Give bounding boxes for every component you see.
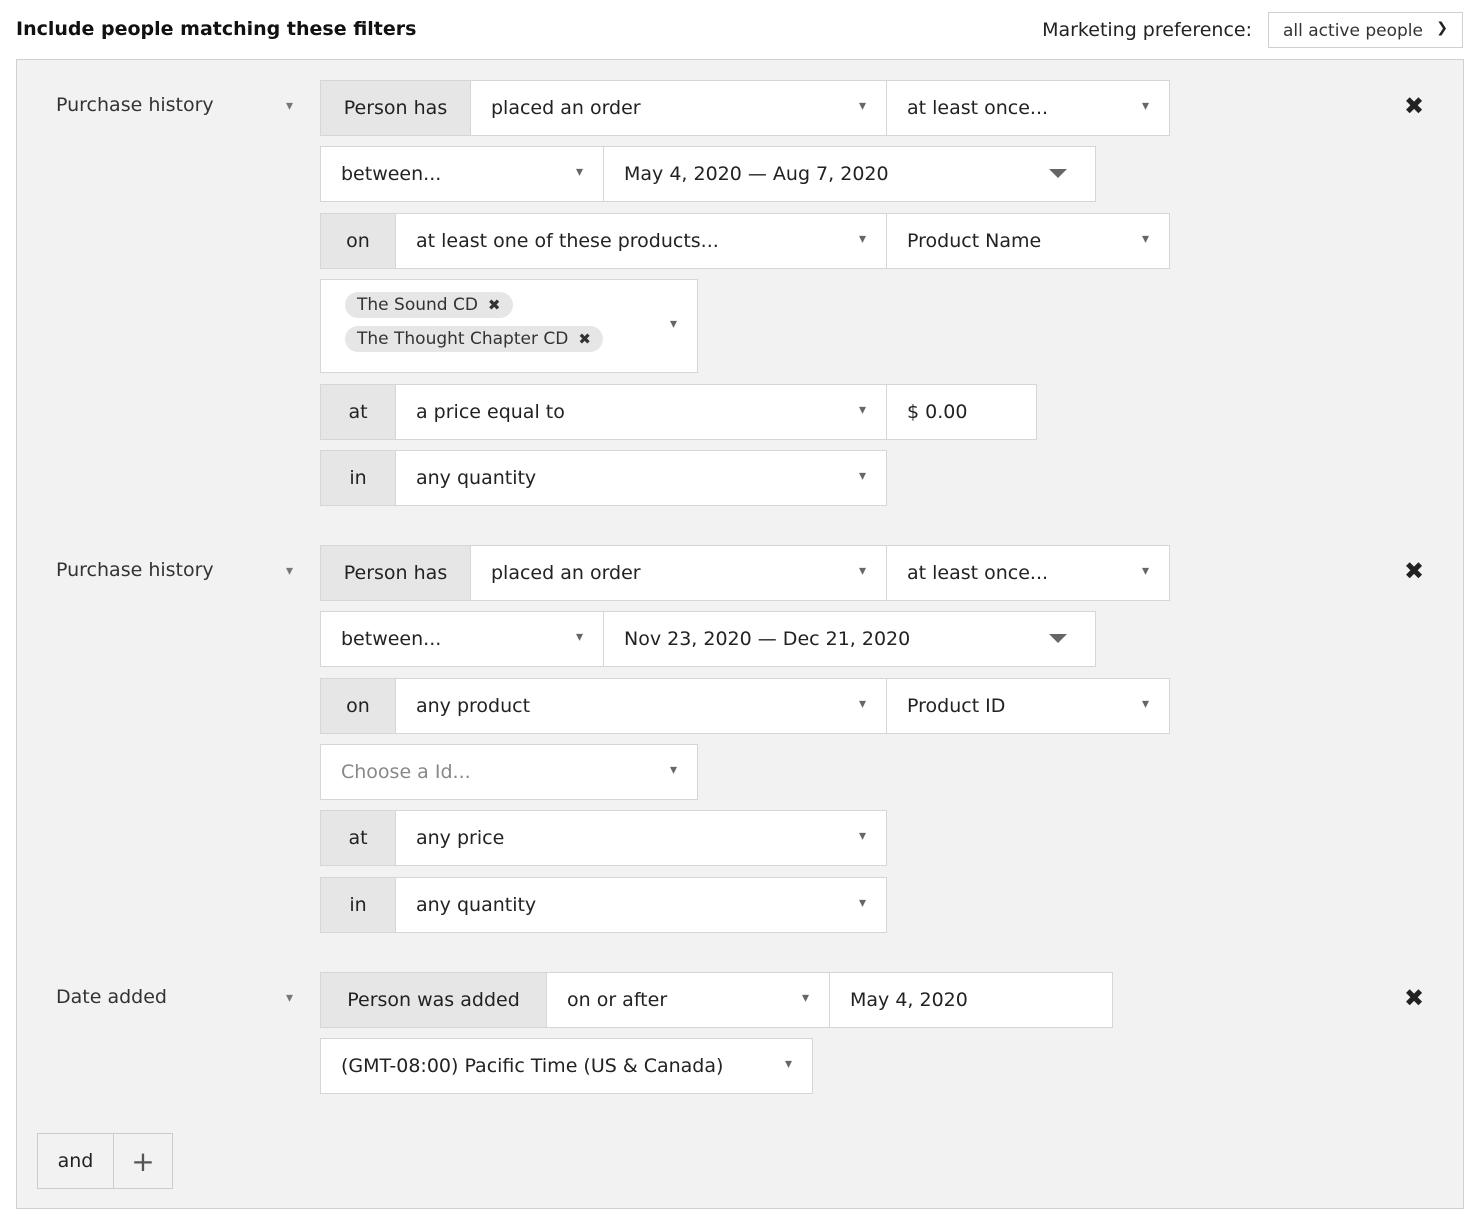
product-field-select[interactable]: Product Name ▾ (886, 213, 1170, 269)
close-icon[interactable]: ✖ (1404, 92, 1425, 120)
chevron-down-icon: ▾ (801, 990, 809, 1006)
chevron-down-icon: ▾ (784, 1056, 792, 1072)
chevron-down-icon: ▾ (858, 696, 866, 712)
action-select[interactable]: placed an order ▾ (470, 80, 887, 136)
product-id-select[interactable]: Choose a Id... ▾ (320, 744, 698, 800)
chevron-down-icon[interactable]: ▾ (286, 98, 294, 114)
price-condition-value: a price equal to (416, 401, 565, 423)
chevron-down-icon: ▾ (575, 629, 583, 645)
timezone-select[interactable]: (GMT-08:00) Pacific Time (US & Canada) ▾ (320, 1038, 813, 1094)
chevron-down-icon: ▾ (858, 895, 866, 911)
marketing-preference-label: Marketing preference: (1042, 19, 1252, 41)
tag-label: The Sound CD (357, 295, 478, 315)
frequency-value: at least once... (907, 97, 1049, 119)
chevron-down-icon: ▾ (858, 468, 866, 484)
chevron-down-icon: ▾ (1141, 98, 1149, 114)
action-value: placed an order (491, 562, 641, 584)
chevron-down-icon: ▾ (669, 316, 677, 332)
timezone-value: (GMT-08:00) Pacific Time (US & Canada) (341, 1055, 724, 1077)
caret-down-icon (1049, 169, 1067, 178)
product-match-value: at least one of these products... (416, 230, 719, 252)
price-condition-select[interactable]: any price ▾ (395, 810, 887, 866)
range-select[interactable]: between... ▾ (320, 146, 604, 202)
date-range-value: Nov 23, 2020 — Dec 21, 2020 (624, 628, 911, 650)
row-prefix: Person has (320, 80, 471, 136)
and-add-control: and + (37, 1133, 173, 1189)
range-select[interactable]: between... ▾ (320, 611, 604, 667)
chevron-down-icon: ▾ (858, 563, 866, 579)
marketing-preference-value: all active people (1283, 21, 1423, 41)
add-filter-button[interactable]: + (131, 1144, 155, 1178)
and-button[interactable]: and (38, 1134, 114, 1188)
chevron-down-icon: ▾ (858, 98, 866, 114)
product-match-select[interactable]: any product ▾ (395, 678, 887, 734)
range-value: between... (341, 628, 442, 650)
range-value: between... (341, 163, 442, 185)
product-id-placeholder: Choose a Id... (341, 761, 471, 783)
filter-type-label[interactable]: Purchase history (56, 559, 214, 581)
frequency-select[interactable]: at least once... ▾ (886, 80, 1170, 136)
product-field-select[interactable]: Product ID ▾ (886, 678, 1170, 734)
row-prefix: at (320, 384, 396, 440)
row-prefix: on (320, 678, 396, 734)
product-multiselect[interactable]: The Sound CD ✖ The Thought Chapter CD ✖ ▾ (320, 279, 698, 373)
price-input[interactable]: $ 0.00 (886, 384, 1037, 440)
marketing-preference-select[interactable]: all active people ❯ (1268, 12, 1463, 48)
quantity-select[interactable]: any quantity ▾ (395, 450, 887, 506)
row-prefix: at (320, 810, 396, 866)
date-range-picker[interactable]: Nov 23, 2020 — Dec 21, 2020 (603, 611, 1096, 667)
date-condition-value: on or after (567, 989, 668, 1011)
chevron-down-icon: ❯ (1436, 20, 1448, 36)
action-select[interactable]: placed an order ▾ (470, 545, 887, 601)
caret-down-icon (1049, 634, 1067, 643)
quantity-value: any quantity (416, 894, 537, 916)
filter-type-label[interactable]: Purchase history (56, 94, 214, 116)
row-prefix: in (320, 450, 396, 506)
product-field-value: Product ID (907, 695, 1006, 717)
date-range-picker[interactable]: May 4, 2020 — Aug 7, 2020 (603, 146, 1096, 202)
close-icon[interactable]: ✖ (1404, 557, 1425, 585)
chevron-down-icon: ▾ (669, 762, 677, 778)
remove-tag-icon[interactable]: ✖ (578, 330, 591, 348)
close-icon[interactable]: ✖ (1404, 984, 1425, 1012)
row-prefix: on (320, 213, 396, 269)
date-condition-select[interactable]: on or after ▾ (546, 972, 830, 1028)
product-field-value: Product Name (907, 230, 1042, 252)
chevron-down-icon: ▾ (858, 231, 866, 247)
frequency-value: at least once... (907, 562, 1049, 584)
frequency-select[interactable]: at least once... ▾ (886, 545, 1170, 601)
page-title: Include people matching these filters (16, 18, 417, 40)
chevron-down-icon[interactable]: ▾ (286, 990, 294, 1006)
tag-label: The Thought Chapter CD (357, 329, 569, 349)
chevron-down-icon[interactable]: ▾ (286, 563, 294, 579)
remove-tag-icon[interactable]: ✖ (487, 296, 501, 314)
chevron-down-icon: ▾ (1141, 231, 1149, 247)
product-match-value: any product (416, 695, 531, 717)
price-condition-value: any price (416, 827, 505, 849)
chevron-down-icon: ▾ (575, 164, 583, 180)
quantity-value: any quantity (416, 467, 537, 489)
chevron-down-icon: ▾ (858, 402, 866, 418)
product-tag: The Thought Chapter CD ✖ (345, 326, 603, 352)
price-condition-select[interactable]: a price equal to ▾ (395, 384, 887, 440)
product-tag: The Sound CD ✖ (345, 292, 513, 318)
chevron-down-icon: ▾ (858, 828, 866, 844)
quantity-select[interactable]: any quantity ▾ (395, 877, 887, 933)
product-match-select[interactable]: at least one of these products... ▾ (395, 213, 887, 269)
date-range-value: May 4, 2020 — Aug 7, 2020 (624, 163, 889, 185)
chevron-down-icon: ▾ (1141, 563, 1149, 579)
date-input[interactable]: May 4, 2020 (829, 972, 1113, 1028)
row-prefix: Person was added (320, 972, 547, 1028)
row-prefix: Person has (320, 545, 471, 601)
chevron-down-icon: ▾ (1141, 696, 1149, 712)
action-value: placed an order (491, 97, 641, 119)
filter-type-label[interactable]: Date added (56, 986, 167, 1008)
row-prefix: in (320, 877, 396, 933)
